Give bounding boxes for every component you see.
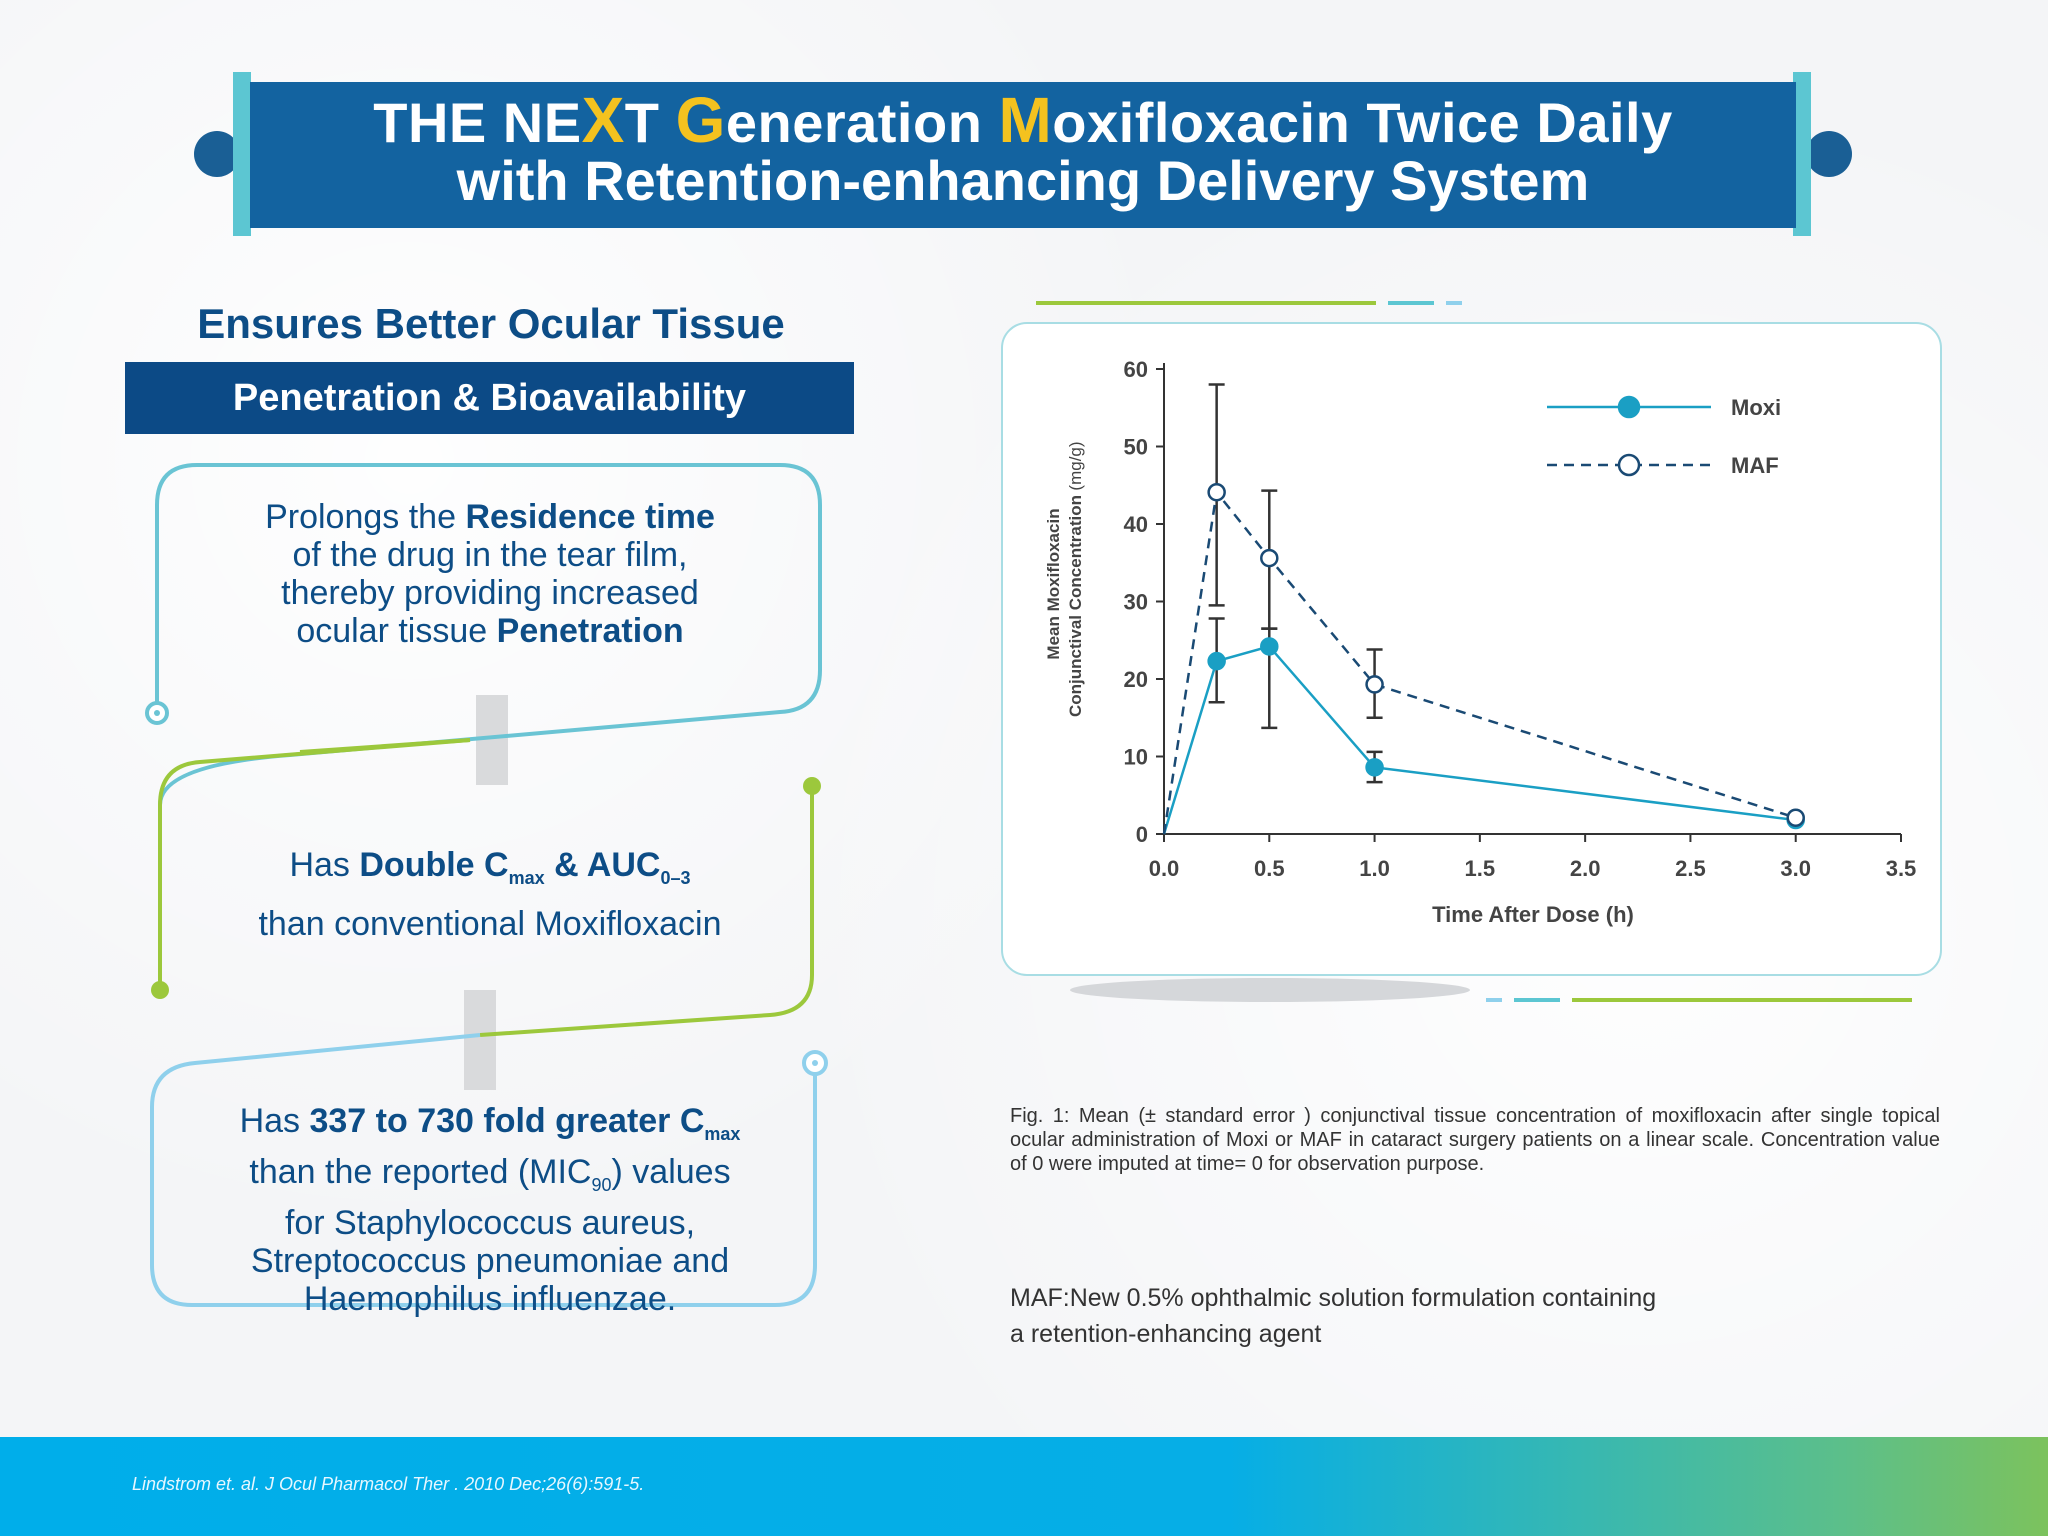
bullet-residence-time: Prolongs the Residence time of the drug …: [230, 498, 750, 650]
x-tick-label: 3.0: [1780, 856, 1811, 881]
bullet-subscript: 0–3: [660, 867, 691, 888]
bullet-text: Prolongs the: [265, 498, 466, 536]
x-tick-label: 3.5: [1886, 856, 1917, 881]
banner-right-edge: [1793, 72, 1811, 236]
connector-end-dot: [812, 1060, 818, 1066]
y-tick-label: 0: [1136, 822, 1148, 847]
bullet-bold: 337 to 730 fold greater C: [309, 1102, 705, 1140]
y-tick-label: 20: [1124, 667, 1148, 692]
data-point-maf: [1207, 482, 1226, 502]
bullet-subscript: max: [704, 1123, 741, 1144]
bullet-text: than the reported (MIC: [249, 1152, 592, 1191]
header-text: oxifloxacin Twice Daily: [1052, 91, 1673, 154]
chart-series: [1162, 383, 1805, 835]
section-title: Ensures Better Ocular Tissue: [197, 300, 785, 347]
header-line1: THE NEXT Generation Moxifloxacin Twice D…: [250, 88, 1796, 154]
bullet-fold-greater: Has 337 to 730 fold greater Cmax than th…: [200, 1102, 780, 1318]
section-subtitle: Penetration & Bioavailability: [125, 362, 854, 434]
flow-connector-lines: [145, 463, 828, 1307]
chart-axes: 0 10 20 30 40 50 60 0.0 0.5 1.0 1.5 2.0 2.5 3.0 3.5: [1124, 357, 1917, 881]
chart-panel: [1001, 322, 1942, 976]
header-highlight-g: G: [675, 84, 726, 156]
banner-left-dot: [194, 131, 240, 177]
data-point-maf: [1786, 808, 1805, 827]
legend-marker-moxi: [1617, 395, 1641, 419]
y-axis-label-line2: Conjunctival Concentration: [1066, 495, 1085, 717]
bullet-bold: & AUC: [544, 846, 661, 884]
banner-left-edge: [233, 72, 251, 236]
banner-right-dot: [1806, 131, 1852, 177]
y-tick-label: 40: [1124, 512, 1148, 537]
maf-note: MAF:New 0.5% ophthalmic solution formula…: [1010, 1280, 1730, 1352]
bullet-subscript: 90: [591, 1174, 612, 1195]
y-tick-label: 60: [1124, 357, 1148, 382]
connector-green: [158, 738, 814, 1037]
bullet-bold: Penetration: [496, 612, 684, 650]
x-tick-label: 1.0: [1359, 856, 1390, 881]
y-axis-label: Mean Moxifloxacin Conjunctival Concentra…: [1044, 441, 1085, 717]
x-axis-label: Time After Dose (h): [1432, 902, 1634, 927]
bullet-text: ) values: [611, 1152, 731, 1191]
header-text: T: [624, 91, 676, 154]
series-line-moxi: [1162, 645, 1796, 835]
connector-teal: [155, 463, 822, 990]
maf-note-line1: MAF:New 0.5% ophthalmic solution formula…: [1010, 1284, 1657, 1312]
header-line2: with Retention-enhancing Delivery System: [456, 149, 1590, 212]
data-point-moxi: [1260, 637, 1279, 656]
footer-bar: [0, 1437, 2048, 1536]
chart: 0 10 20 30 40 50 60 0.0 0.5 1.0 1.5 2.0 2.5 3.0 3.5 Ti…: [1044, 357, 1917, 927]
header-highlight-m: M: [998, 84, 1053, 156]
y-axis-label-line1: Mean Moxifloxacin: [1044, 508, 1063, 659]
x-tick-label: 2.0: [1570, 856, 1601, 881]
bullet-text: than conventional Moxifloxacin: [258, 904, 722, 943]
x-tick-label: 0.0: [1149, 856, 1180, 881]
connector-end-dot: [803, 777, 821, 795]
bullet-text: Streptococcus pneumoniae and: [250, 1241, 730, 1280]
y-tick-label: 50: [1124, 435, 1148, 460]
y-axis-label-unit: (mg/g): [1066, 441, 1085, 490]
y-tick-label: 10: [1124, 745, 1148, 770]
bullet-text: Haemophilus influenzae.: [303, 1279, 677, 1318]
series-line-maf: [1162, 489, 1797, 835]
data-point-maf: [1260, 548, 1279, 568]
header-banner: THE NEXT Generation Moxifloxacin Twice D…: [250, 82, 1796, 228]
x-tick-label: 2.5: [1675, 856, 1706, 881]
connector-end-dot: [154, 710, 160, 716]
header-text: eneration: [725, 91, 999, 154]
legend-marker-maf: [1617, 453, 1641, 477]
legend-label-maf: MAF: [1731, 453, 1779, 478]
bullet-text: ocular tissue: [296, 612, 497, 650]
connector-green: [299, 738, 471, 754]
header-highlight-x: X: [581, 84, 625, 156]
header-text: THE NE: [373, 91, 582, 154]
bullet-bold: Residence time: [465, 498, 715, 536]
panel-shadow: [1070, 978, 1470, 1002]
data-point-moxi: [1365, 758, 1384, 777]
connector-shadow: [464, 990, 496, 1090]
citation: Lindstrom et. al. J Ocul Pharmacol Ther …: [132, 1474, 645, 1494]
legend-label-moxi: Moxi: [1731, 395, 1781, 420]
figure-caption: Fig. 1: Mean (± standard error ) conjunc…: [1010, 1105, 1940, 1175]
x-tick-label: 0.5: [1254, 856, 1285, 881]
bullet-double-cmax: Has Double Cmax & AUC0–3 than convention…: [200, 842, 780, 947]
bullet-text: Has: [289, 846, 360, 884]
data-point-maf: [1365, 675, 1384, 694]
bullet-subscript: max: [508, 867, 545, 888]
bullet-text: for Staphylococcus aureus,: [284, 1203, 696, 1242]
bullet-text: of the drug in the tear film,: [292, 536, 688, 574]
y-tick-label: 30: [1124, 590, 1148, 615]
maf-note-line2: a retention-enhancing agent: [1010, 1320, 1322, 1348]
chart-decor-lines: [1036, 301, 1912, 1002]
bullet-text: thereby providing increased: [281, 574, 699, 612]
x-tick-label: 1.5: [1465, 856, 1496, 881]
bullet-text: Has: [239, 1102, 310, 1140]
connector-end-dot: [151, 981, 169, 999]
bullet-bold: Double C: [359, 846, 509, 884]
connector-light-blue: [150, 1033, 817, 1307]
data-point-moxi: [1207, 651, 1226, 671]
chart-legend: Moxi MAF: [1547, 395, 1781, 478]
